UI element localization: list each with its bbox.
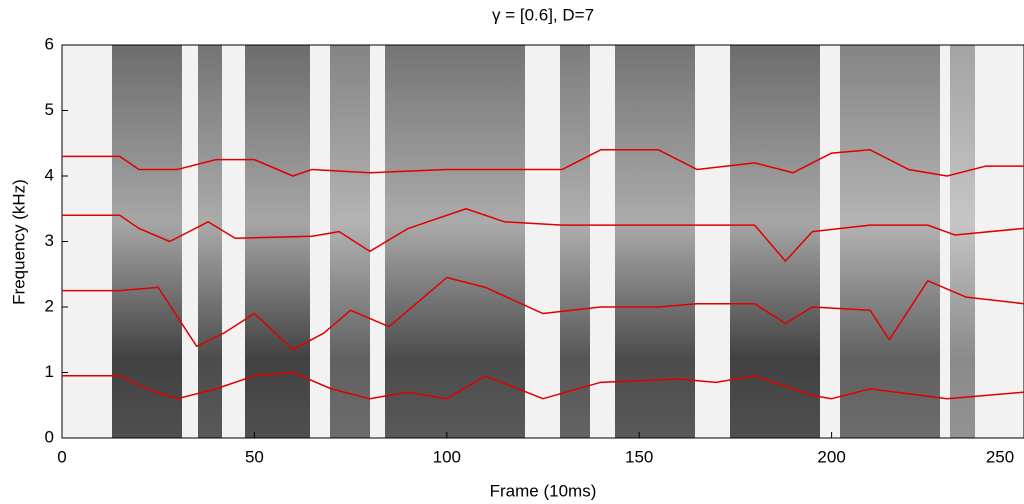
x-tick-label: 200 [817, 447, 845, 466]
x-tick-label: 100 [433, 447, 461, 466]
x-tick-label: 150 [625, 447, 653, 466]
x-tick-label: 250 [986, 447, 1014, 466]
chart-title: γ = [0.6], D=7 [492, 5, 594, 24]
x-axis-label: Frame (10ms) [490, 481, 597, 500]
y-tick-label: 1 [45, 362, 54, 381]
formant-line [62, 276, 1024, 351]
x-tick-label: 0 [57, 447, 66, 466]
y-tick-label: 5 [45, 100, 54, 119]
y-tick-label: 4 [45, 165, 54, 184]
y-tick-label: 6 [45, 34, 54, 53]
formant-line [62, 371, 1024, 400]
y-axis-label: Frequency (kHz) [9, 179, 28, 305]
y-tick-label: 2 [45, 296, 54, 315]
formant-line [62, 208, 1024, 262]
spectrogram [61, 44, 1024, 439]
y-tick-label: 0 [45, 427, 54, 446]
y-tick-label: 3 [45, 231, 54, 250]
formant-line [62, 149, 1024, 177]
x-tick-label: 50 [245, 447, 264, 466]
